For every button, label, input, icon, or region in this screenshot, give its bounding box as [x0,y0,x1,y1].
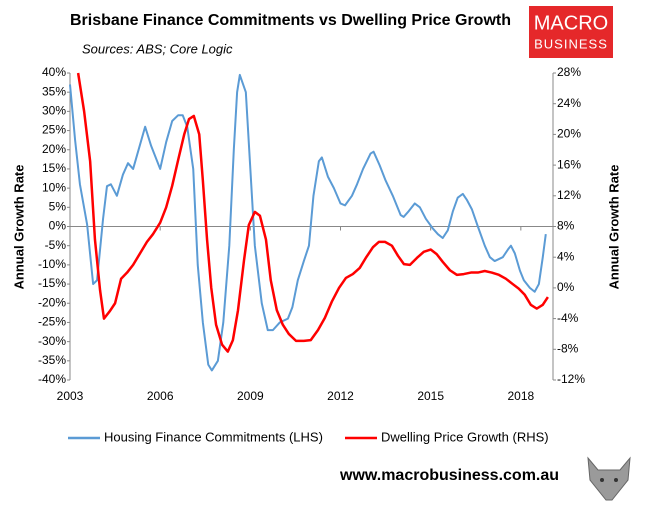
x-tick-label: 2018 [507,389,534,403]
chart-subtitle: Sources: ABS; Core Logic [82,41,233,56]
logo-bottom: BUSINESS [534,36,608,51]
y-tick-label: -25% [38,315,66,329]
y-tick-label: 20% [42,142,66,156]
x-tick-label: 2003 [57,389,84,403]
wolf-icon [587,456,631,501]
legend-label: Dwelling Price Growth (RHS) [381,429,549,444]
y-tick-label: 25% [42,123,66,137]
y-tick-label: 15% [42,161,66,175]
x-tick-label: 2012 [327,389,354,403]
y-tick-label: 40% [42,65,66,79]
y-axis-label: Annual Growth Rate [11,165,26,290]
y2-tick-label: 16% [557,157,581,171]
y2-tick-label: 0% [557,280,575,294]
y2-tick-label: 8% [557,219,575,233]
y-tick-label: 35% [42,84,66,98]
y2-tick-label: -4% [557,311,579,325]
y-tick-label: 0% [49,219,67,233]
y2-tick-label: 20% [557,127,581,141]
chart-title: Brisbane Finance Commitments vs Dwelling… [70,12,511,29]
logo-box [529,6,613,58]
y-tick-label: 10% [42,180,66,194]
y2-tick-label: 28% [557,65,581,79]
y-tick-label: 30% [42,104,66,118]
y2-axis-label: Annual Growth Rate [606,165,621,290]
x-tick-label: 2006 [147,389,174,403]
logo-top: MACRO [534,12,608,34]
y-tick-label: -15% [38,276,66,290]
y-tick-label: -20% [38,295,66,309]
url: www.macrobusiness.com.au [339,467,559,484]
y-tick-label: -40% [38,372,66,386]
y2-tick-label: -12% [557,372,585,386]
x-tick-label: 2015 [417,389,444,403]
y-tick-label: -35% [38,353,66,367]
y-tick-label: -30% [38,334,66,348]
y2-tick-label: 12% [557,188,581,202]
series-line [76,72,549,353]
y-tick-label: -10% [38,257,66,271]
y2-tick-label: 24% [557,96,581,110]
y-tick-label: 5% [49,199,67,213]
y2-tick-label: -8% [557,341,579,355]
x-tick-label: 2009 [237,389,264,403]
y2-tick-label: 4% [557,249,575,263]
legend-label: Housing Finance Commitments (LHS) [104,429,323,444]
y-tick-label: -5% [45,238,67,252]
series-line [69,73,547,372]
